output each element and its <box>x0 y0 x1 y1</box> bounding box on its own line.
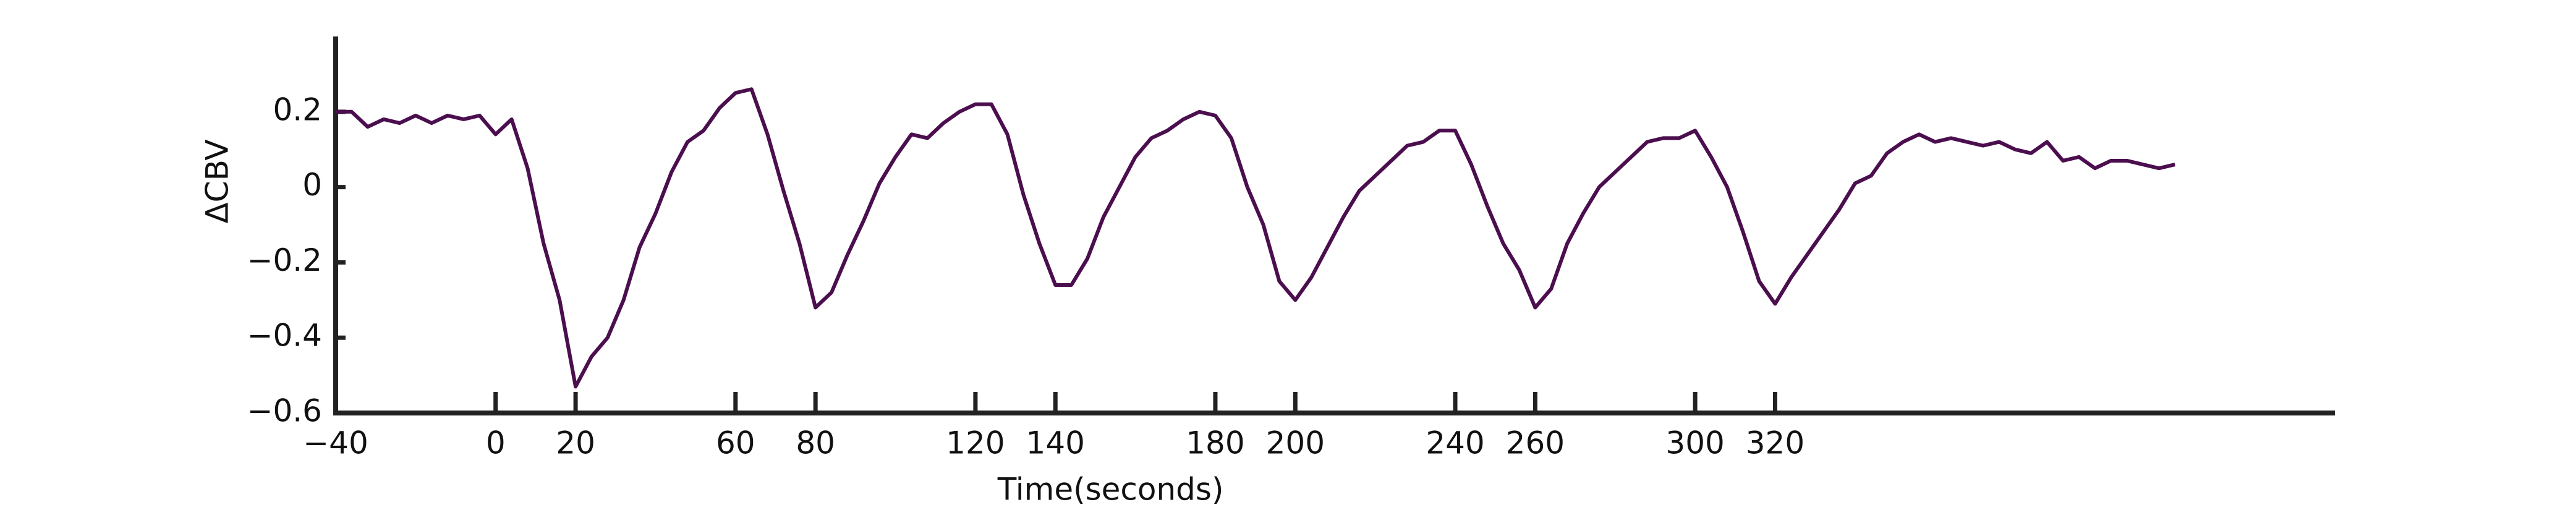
x-tick-label: 20 <box>556 425 595 461</box>
y-tick-label: −0.2 <box>247 242 322 278</box>
x-tick-label: 300 <box>1665 425 1724 461</box>
data-line <box>336 87 2175 389</box>
y-tick-label: −0.4 <box>247 318 322 354</box>
x-tick-label: 140 <box>1026 425 1085 461</box>
x-tick-label: 180 <box>1186 425 1244 461</box>
x-axis-label: Time(seconds) <box>997 472 1224 508</box>
x-tick-label: 240 <box>1426 425 1484 461</box>
x-tick-label: −40 <box>303 425 368 461</box>
x-tick-label: 0 <box>486 425 506 461</box>
y-tick-label: 0.2 <box>273 92 322 127</box>
x-tick-label: 320 <box>1746 425 1804 461</box>
x-tick-label: 120 <box>946 425 1005 461</box>
y-tick-label: −0.6 <box>247 393 322 429</box>
x-tick-label: 80 <box>796 425 835 461</box>
y-tick-label: 0 <box>302 167 322 203</box>
x-tick-label: 200 <box>1266 425 1325 461</box>
x-tick-label: 260 <box>1506 425 1565 461</box>
x-tick-label: 60 <box>716 425 755 461</box>
y-axis-label: ΔCBV <box>200 139 236 223</box>
